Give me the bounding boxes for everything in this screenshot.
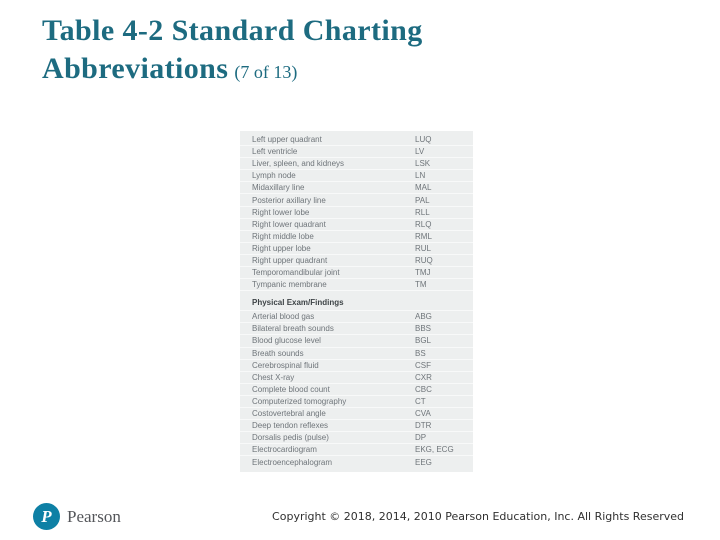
- abbr-cell: CT: [415, 396, 426, 406]
- term-cell: Bilateral breath sounds: [252, 324, 334, 334]
- table-row: Dorsalis pedis (pulse) DP: [240, 432, 473, 445]
- abbr-cell: LSK: [415, 159, 431, 169]
- abbr-cell: ABG: [415, 312, 432, 322]
- abbr-cell: TMJ: [415, 268, 431, 278]
- term-cell: Deep tendon reflexes: [252, 421, 329, 431]
- term-cell: Left upper quadrant: [252, 135, 322, 145]
- abbr-cell: CVA: [415, 409, 431, 419]
- term-cell: Right upper lobe: [252, 243, 311, 253]
- table-row: Lymph node LN: [240, 170, 473, 183]
- abbr-cell: MAL: [415, 183, 432, 193]
- abbr-cell: CXR: [415, 372, 432, 382]
- pearson-wordmark: Pearson: [67, 506, 121, 526]
- abbr-cell: LUQ: [415, 135, 432, 145]
- term-cell: Arterial blood gas: [252, 312, 315, 322]
- term-cell: Posterior axillary line: [252, 195, 326, 205]
- table-row: Blood glucose level BGL: [240, 335, 473, 348]
- abbr-cell: EEG: [415, 457, 432, 467]
- abbr-cell: RUQ: [415, 255, 433, 265]
- abbr-cell: RUL: [415, 243, 432, 253]
- table-section-header: Physical Exam/Findings: [240, 291, 473, 312]
- term-cell: Right lower quadrant: [252, 219, 326, 229]
- term-cell: Right upper quadrant: [252, 255, 328, 265]
- abbreviation-table: Left upper quadrant LUQ Left ventricle LV Li…: [240, 131, 473, 473]
- term-cell: Right middle lobe: [252, 231, 314, 241]
- abbr-cell: RLQ: [415, 219, 432, 229]
- table-row: Left upper quadrant LUQ: [240, 134, 473, 147]
- pearson-logo: P Pearson: [33, 503, 121, 530]
- table-row: Right upper quadrant RUQ: [240, 255, 473, 268]
- slide-title: Table 4-2 Standard Charting Abbreviation…: [42, 12, 423, 91]
- abbr-cell: CBC: [415, 384, 432, 394]
- table-row: Breath sounds BS: [240, 348, 473, 360]
- abbr-cell: RML: [415, 231, 432, 241]
- table-row: Bilateral breath sounds BBS: [240, 323, 473, 336]
- term-cell: Cerebrospinal fluid: [252, 360, 319, 370]
- table-row: Right lower quadrant RLQ: [240, 219, 473, 231]
- term-cell: Right lower lobe: [252, 207, 310, 217]
- term-cell: Breath sounds: [252, 348, 304, 358]
- term-cell: Electrocardiogram: [252, 445, 317, 455]
- table-row: Right middle lobe RML: [240, 231, 473, 243]
- term-cell: Complete blood count: [252, 384, 330, 394]
- abbr-cell: EKG, ECG: [415, 445, 454, 455]
- table-row: Posterior axillary line PAL: [240, 194, 473, 207]
- term-cell: Left ventricle: [252, 147, 298, 157]
- term-cell: Dorsalis pedis (pulse): [252, 433, 329, 443]
- abbr-cell: BBS: [415, 324, 432, 334]
- abbr-cell: LV: [415, 147, 425, 157]
- table-row: Left ventricle LV: [240, 146, 473, 159]
- table-row: Temporomandibular joint TMJ: [240, 267, 473, 280]
- abbr-cell: TM: [415, 280, 427, 290]
- slide-title-line2-wrap: Abbreviations (7 of 13): [42, 50, 423, 91]
- term-cell: Temporomandibular joint: [252, 268, 340, 278]
- term-cell: Lymph node: [252, 171, 296, 181]
- table-row: Electroencephalogram EEG: [240, 456, 473, 468]
- term-cell: Liver, spleen, and kidneys: [252, 159, 345, 169]
- table-row: Electrocardiogram EKG, ECG: [240, 444, 473, 457]
- abbr-cell: CSF: [415, 360, 431, 370]
- slide-title-line2: Abbreviations: [42, 52, 229, 85]
- abbr-cell: LN: [415, 171, 426, 181]
- abbr-cell: PAL: [415, 195, 430, 205]
- abbr-cell: BS: [415, 348, 426, 358]
- pearson-circle-icon: P: [33, 503, 60, 530]
- table-row: Arterial blood gas ABG: [240, 311, 473, 324]
- term-cell: Costovertebral angle: [252, 409, 326, 419]
- table-row: Right lower lobe RLL: [240, 207, 473, 219]
- abbr-cell: RLL: [415, 207, 430, 217]
- abbr-cell: BGL: [415, 336, 432, 346]
- table-row: Deep tendon reflexes DTR: [240, 420, 473, 433]
- table-row: Complete blood count CBC: [240, 384, 473, 396]
- term-cell: Blood glucose level: [252, 336, 321, 346]
- term-cell: Midaxillary line: [252, 183, 305, 193]
- table-row: Chest X-ray CXR: [240, 372, 473, 384]
- table-row: Computerized tomography CT: [240, 396, 473, 408]
- slide-title-pagination: (7 of 13): [234, 62, 298, 82]
- table-row: Cerebrospinal fluid CSF: [240, 360, 473, 372]
- term-cell: Tympanic membrane: [252, 280, 327, 290]
- table-row: Costovertebral angle CVA: [240, 408, 473, 421]
- table-row: Right upper lobe RUL: [240, 243, 473, 255]
- slide-title-line1: Table 4-2 Standard Charting: [42, 14, 423, 47]
- abbr-cell: DTR: [415, 421, 432, 431]
- abbr-cell: DP: [415, 433, 427, 443]
- copyright-notice: Copyright © 2018, 2014, 2010 Pearson Edu…: [272, 510, 684, 523]
- term-cell: Electroencephalogram: [252, 457, 333, 467]
- table-row: Liver, spleen, and kidneys LSK: [240, 158, 473, 171]
- table-row: Tympanic membrane TM: [240, 279, 473, 292]
- term-cell: Computerized tomography: [252, 396, 347, 406]
- table-row: Midaxillary line MAL: [240, 182, 473, 195]
- term-cell: Chest X-ray: [252, 372, 295, 382]
